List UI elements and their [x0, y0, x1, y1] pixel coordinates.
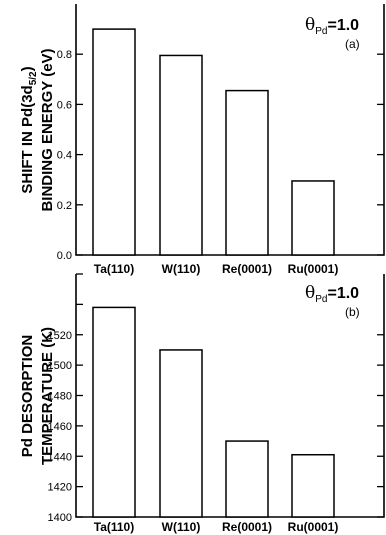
- bar-Ru(0001): [291, 180, 335, 256]
- bar-W(110): [159, 54, 203, 256]
- coverage-annotation: θPd=1.0: [305, 283, 359, 305]
- bar-Ta(110): [92, 306, 136, 518]
- x-tick-label: Ru(0001): [288, 520, 339, 534]
- y-tick-label: 0.0: [57, 250, 72, 262]
- x-tick-label: Ta(110): [94, 520, 134, 534]
- bar-W(110): [159, 349, 203, 518]
- x-tick-label: Re(0001): [222, 262, 272, 276]
- y-axis-label: Pd DESORPTION TEMPERATURE (K): [19, 327, 56, 465]
- y-tick-label: 1500: [48, 360, 72, 372]
- y-axis-label: SHIFT IN Pd(3d5/2) BINDING ENERGY (eV): [19, 48, 56, 211]
- x-tick-label: W(110): [162, 520, 201, 534]
- y-tick-label: 1420: [48, 482, 72, 494]
- coverage-annotation: θPd=1.0: [305, 15, 359, 37]
- bar-Ta(110): [92, 28, 136, 256]
- chart-panel-a: 0.0 0.2 0.4 0.6 0.8 Ta(110) W(110) Re(0001) Ru(0…: [19, 4, 385, 276]
- x-tick-label: Ta(110): [94, 262, 134, 276]
- y-tick-label: 1400: [48, 512, 72, 524]
- y-tick-label: 0.6: [57, 99, 72, 111]
- x-tick-label: W(110): [162, 262, 201, 276]
- x-tick-label: Ru(0001): [288, 262, 339, 276]
- y-tick-label: 0.4: [57, 150, 72, 162]
- y-tick-label: 1440: [48, 451, 72, 463]
- y-tick-label: 0.8: [57, 49, 72, 61]
- panel-letter: (b): [345, 305, 360, 319]
- bar-Ru(0001): [291, 453, 335, 518]
- y-axis-label-line2: TEMPERATURE (K): [39, 327, 56, 465]
- bar-Re(0001): [225, 89, 269, 256]
- bar-Re(0001): [225, 440, 269, 518]
- y-tick-label: 1520: [48, 330, 72, 342]
- y-axis-label-line2: BINDING ENERGY (eV): [39, 48, 56, 211]
- x-tick-label: Re(0001): [222, 520, 272, 534]
- y-axis-label-line1: Pd DESORPTION: [19, 335, 36, 458]
- y-tick-label: 1460: [48, 421, 72, 433]
- y-tick-label: 1480: [48, 391, 72, 403]
- y-tick-label: 0.2: [57, 200, 72, 212]
- panel-letter: (a): [345, 37, 360, 51]
- y-axis-label-line1: SHIFT IN Pd(3d5/2): [19, 66, 39, 193]
- chart-panel-b: 1400 1420 1440 1460 1480 1500 1520 Ta(110) W(110…: [19, 273, 385, 534]
